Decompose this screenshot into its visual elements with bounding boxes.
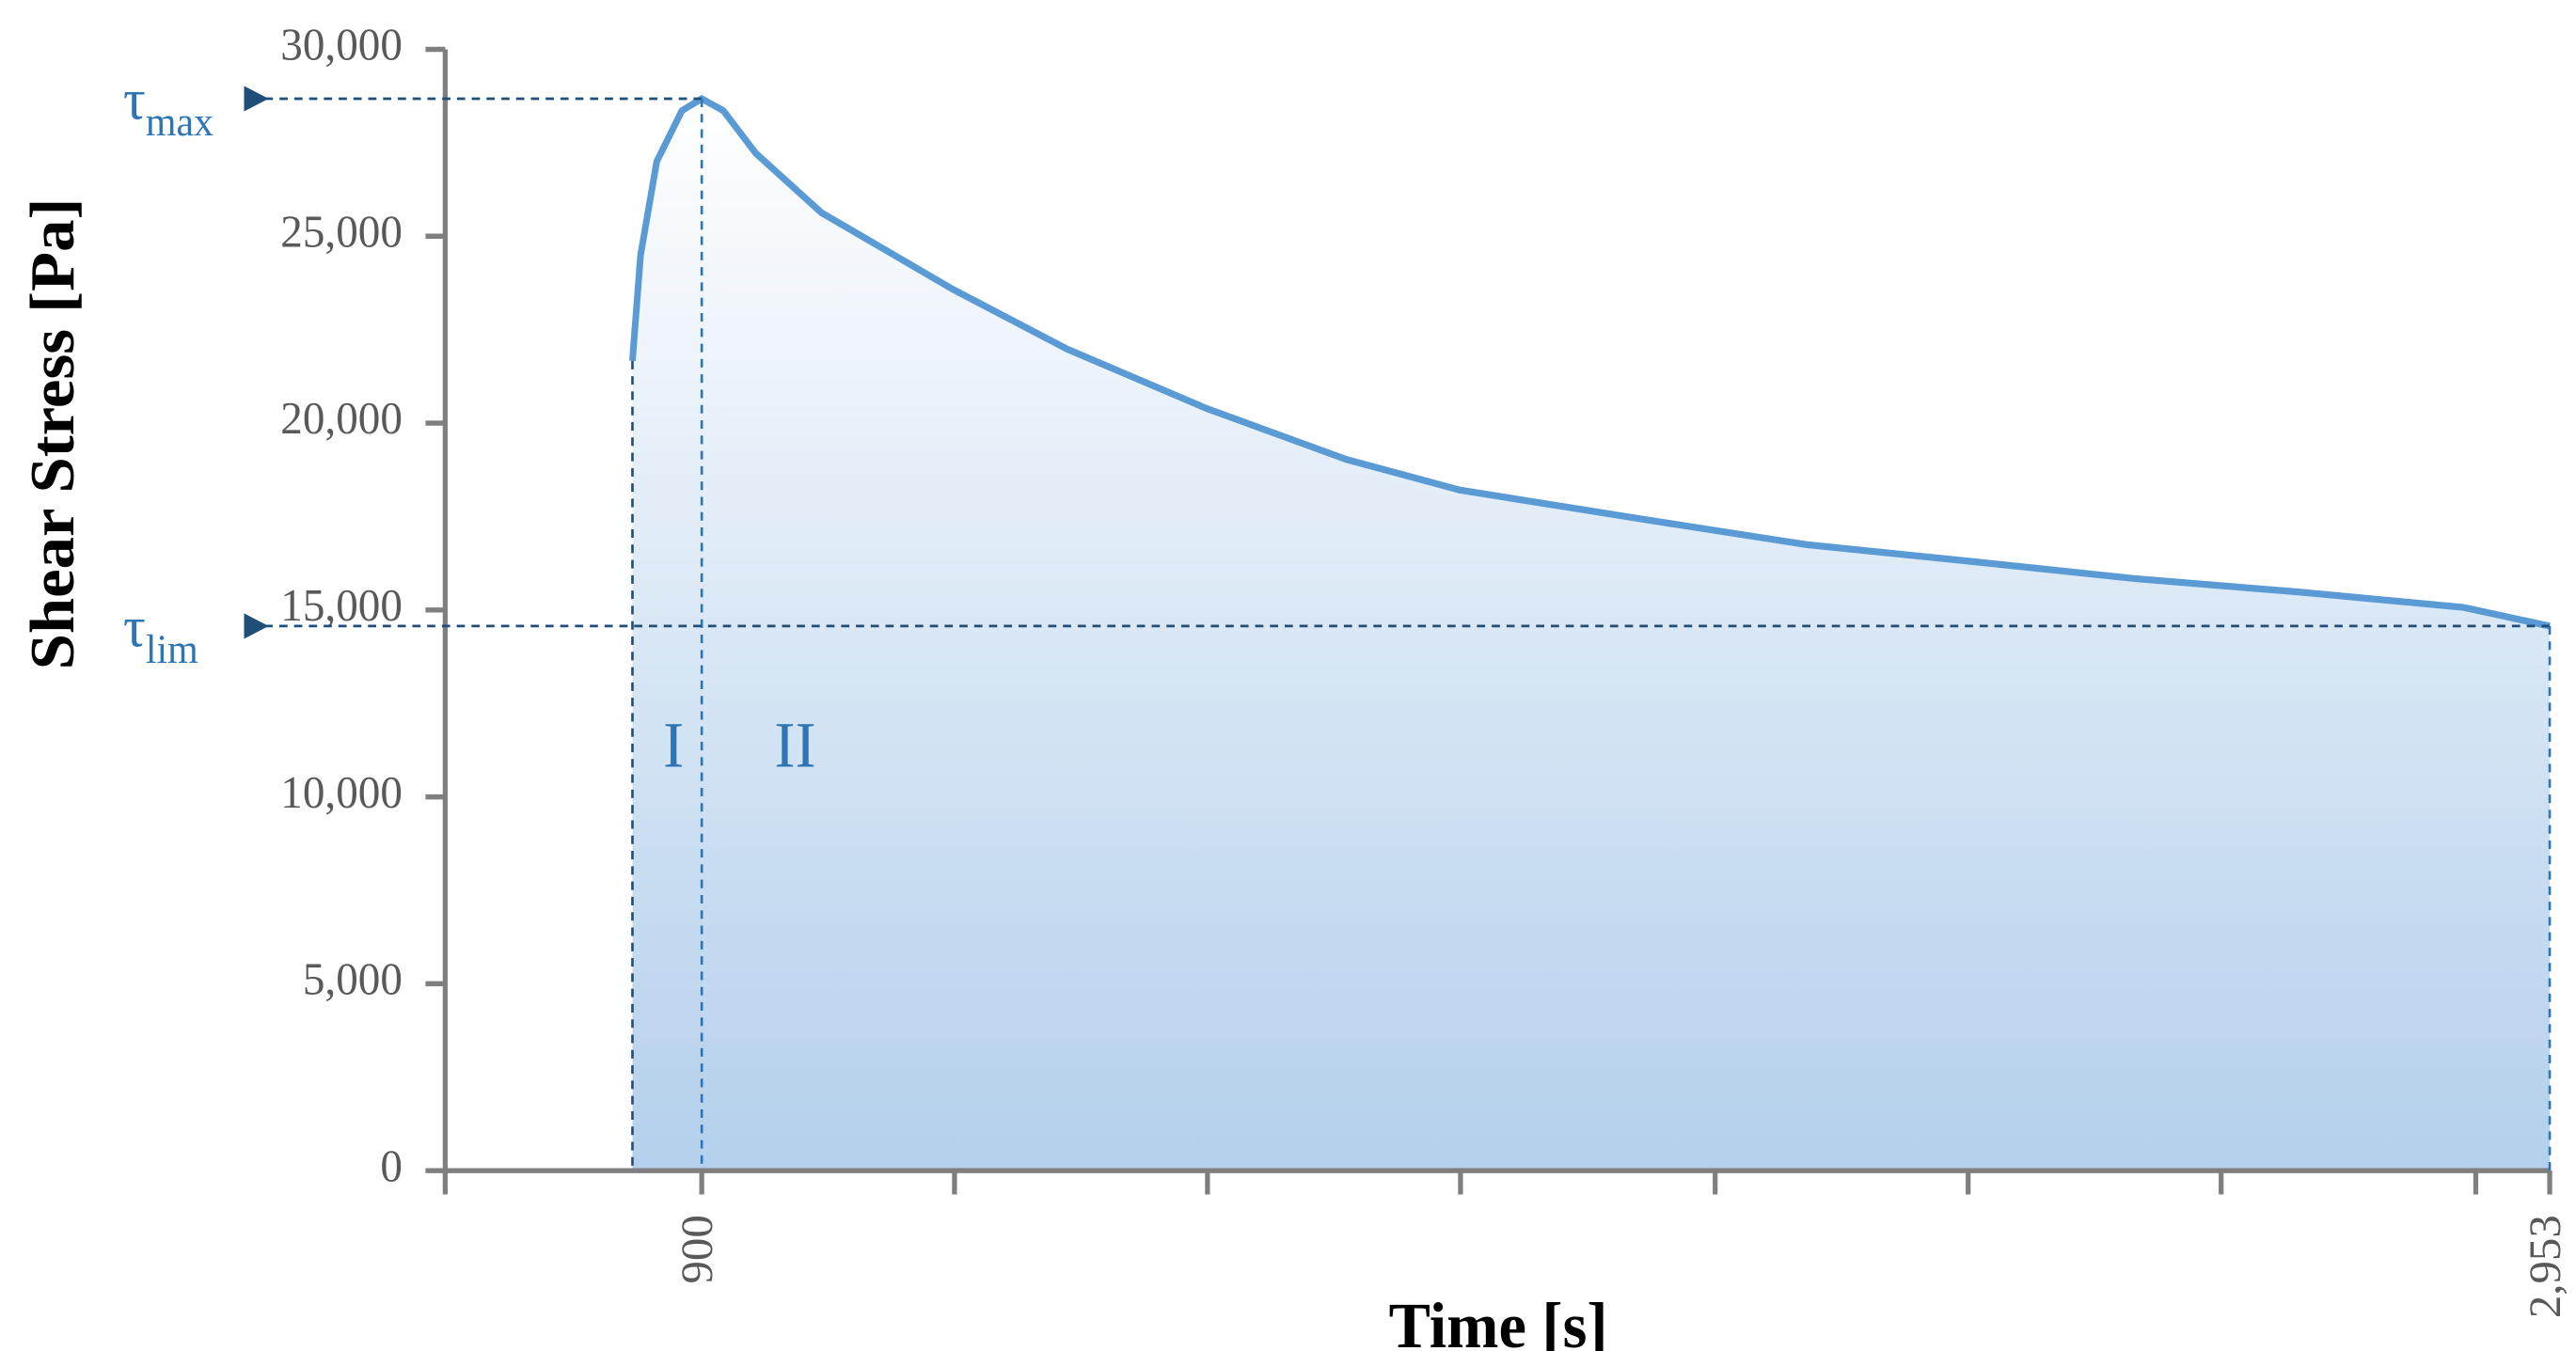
x-tick-label: 900: [673, 1215, 722, 1283]
y-tick-label: 20,000: [280, 394, 403, 445]
y-tick-label: 25,000: [280, 207, 403, 258]
annotation-subscript: lim: [146, 627, 198, 672]
y-tick-label: 15,000: [280, 580, 403, 631]
x-tick-label: 2,953: [2521, 1215, 2570, 1318]
annotation-symbol: τ: [123, 595, 146, 659]
area: [632, 98, 2551, 1171]
y-tick-label: 0: [380, 1141, 403, 1192]
y-tick-label: 30,000: [280, 20, 403, 71]
annotation-label: τlim: [123, 595, 198, 672]
y-axis-title: Shear Stress [Pa]: [18, 198, 87, 670]
y-tick-label: 5,000: [303, 954, 403, 1005]
x-minor-ticks: [442, 1170, 2479, 1195]
y-tick-label: 10,000: [280, 767, 403, 818]
region-label: II: [774, 710, 815, 781]
line: [628, 94, 2551, 630]
annotation-label: τmax: [123, 68, 213, 145]
annotation-subscript: max: [146, 100, 213, 145]
x-axis-title: Time [s]: [1389, 1290, 1608, 1351]
region-label: I: [663, 710, 684, 781]
annotation-symbol: τ: [123, 68, 146, 132]
